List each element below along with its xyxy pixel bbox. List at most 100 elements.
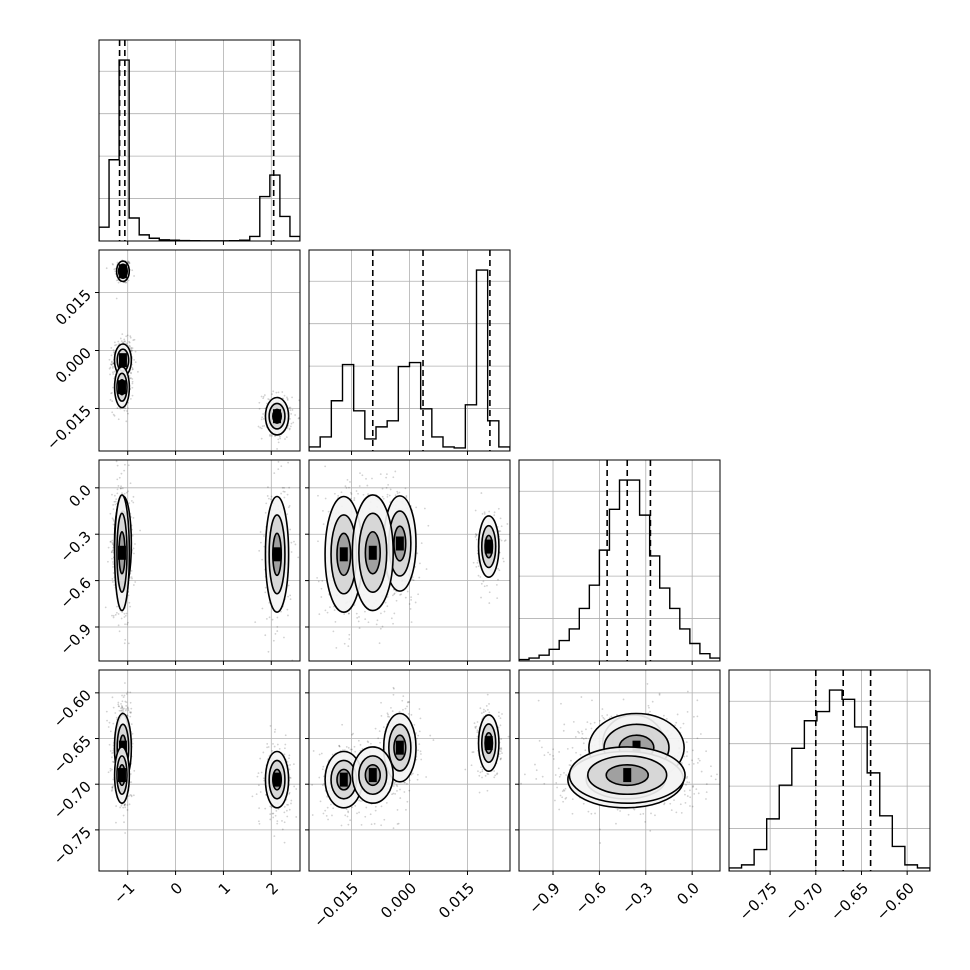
scatter-point bbox=[115, 460, 118, 463]
scatter-point bbox=[277, 808, 280, 810]
scatter-point bbox=[134, 350, 137, 353]
scatter-point bbox=[125, 693, 128, 695]
scatter-point bbox=[699, 733, 702, 735]
scatter-point bbox=[127, 490, 129, 493]
scatter-point bbox=[329, 606, 331, 609]
scatter-point bbox=[282, 490, 285, 493]
scatter-point bbox=[118, 709, 121, 712]
scatter-point bbox=[410, 596, 413, 598]
scatter-point bbox=[288, 757, 290, 760]
scatter-point bbox=[271, 393, 273, 396]
scatter-point bbox=[355, 612, 358, 615]
scatter-point bbox=[392, 693, 395, 696]
scatter-point bbox=[476, 721, 479, 723]
scatter-point bbox=[267, 497, 270, 500]
scatter-point bbox=[420, 758, 423, 761]
scatter-point bbox=[674, 724, 676, 727]
scatter-point bbox=[113, 414, 116, 417]
scatter-point bbox=[124, 623, 126, 626]
scatter-point bbox=[410, 773, 413, 776]
scatter-point bbox=[117, 281, 120, 284]
scatter-point bbox=[483, 585, 486, 588]
scatter-point bbox=[128, 344, 131, 347]
scatter-point bbox=[396, 823, 399, 825]
scatter-point bbox=[409, 608, 412, 610]
scatter-point bbox=[122, 814, 125, 817]
scatter-point bbox=[116, 261, 119, 264]
scatter-point bbox=[500, 525, 503, 528]
scatter-point bbox=[418, 576, 421, 579]
scatter-point bbox=[358, 811, 360, 814]
scatter-point bbox=[267, 650, 270, 653]
scatter-point bbox=[427, 524, 430, 527]
scatter-point bbox=[496, 772, 499, 775]
scatter-point bbox=[111, 517, 114, 520]
scatter-point bbox=[281, 820, 283, 822]
scatter-point bbox=[268, 602, 271, 604]
scatter-point bbox=[270, 806, 273, 809]
scatter-point bbox=[610, 715, 613, 718]
scatter-point bbox=[128, 803, 131, 806]
scatter-point bbox=[321, 580, 324, 582]
scatter-point bbox=[115, 716, 118, 719]
scatter-point bbox=[404, 487, 407, 490]
scatter-point bbox=[488, 510, 491, 513]
scatter-point bbox=[507, 735, 510, 738]
scatter-point bbox=[391, 594, 394, 597]
scatter-point bbox=[493, 776, 496, 779]
scatter-point bbox=[130, 349, 133, 351]
scatter-point bbox=[130, 347, 133, 349]
scatter-point bbox=[332, 605, 335, 608]
density-peak bbox=[339, 772, 348, 787]
panel-3-2 bbox=[515, 669, 721, 875]
scatter-point bbox=[129, 377, 132, 380]
scatter-point bbox=[411, 576, 414, 579]
scatter-point bbox=[350, 493, 353, 495]
scatter-point bbox=[425, 568, 428, 570]
scatter-point bbox=[366, 740, 369, 743]
scatter-point bbox=[705, 750, 708, 753]
scatter-point bbox=[290, 551, 293, 553]
scatter-point bbox=[132, 501, 135, 504]
panel-content bbox=[519, 460, 720, 661]
scatter-point bbox=[367, 741, 370, 744]
scatter-point bbox=[499, 758, 502, 761]
scatter-point bbox=[347, 645, 350, 648]
scatter-point bbox=[358, 485, 361, 487]
scatter-point bbox=[380, 701, 382, 704]
scatter-point bbox=[131, 382, 134, 385]
scatter-point bbox=[123, 616, 126, 618]
scatter-point bbox=[115, 297, 118, 300]
scatter-point bbox=[396, 490, 399, 493]
scatter-point bbox=[261, 416, 263, 419]
scatter-point bbox=[127, 260, 130, 263]
scatter-point bbox=[124, 682, 126, 684]
scatter-point bbox=[260, 395, 263, 398]
scatter-point bbox=[266, 746, 268, 749]
scatter-point bbox=[273, 745, 276, 748]
scatter-point bbox=[378, 642, 381, 645]
scatter-point bbox=[111, 696, 114, 699]
scatter-point bbox=[499, 530, 502, 533]
scatter-point bbox=[119, 806, 121, 809]
scatter-point bbox=[289, 406, 292, 409]
scatter-point bbox=[276, 616, 279, 619]
scatter-point bbox=[502, 557, 504, 560]
scatter-point bbox=[474, 726, 477, 728]
scatter-point bbox=[287, 595, 289, 598]
scatter-point bbox=[111, 581, 114, 583]
scatter-point bbox=[406, 783, 408, 785]
scatter-point bbox=[265, 502, 268, 505]
scatter-point bbox=[499, 758, 502, 760]
scatter-point bbox=[128, 261, 130, 263]
scatter-point bbox=[338, 744, 341, 747]
scatter-point bbox=[107, 560, 109, 563]
scatter-point bbox=[109, 540, 112, 543]
scatter-point bbox=[133, 275, 135, 277]
scatter-point bbox=[404, 781, 406, 784]
scatter-point bbox=[283, 841, 286, 844]
scatter-point bbox=[274, 435, 276, 438]
scatter-point bbox=[326, 806, 329, 809]
scatter-point bbox=[322, 765, 325, 768]
scatter-point bbox=[286, 396, 288, 399]
